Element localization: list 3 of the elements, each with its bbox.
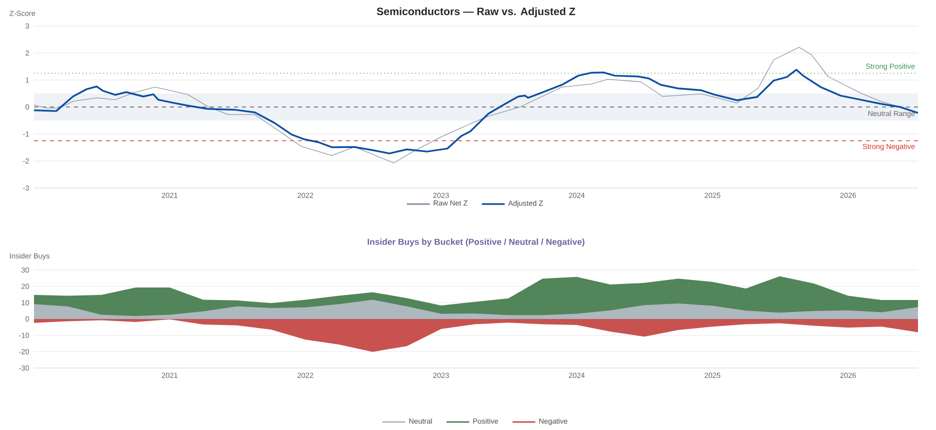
chart-title: Insider Buys by Bucket (Positive / Neutral / Negative) [368,238,584,247]
chart-title: Semiconductors — Raw vs. Adjusted Z [376,7,576,18]
line-series [33,68,919,154]
